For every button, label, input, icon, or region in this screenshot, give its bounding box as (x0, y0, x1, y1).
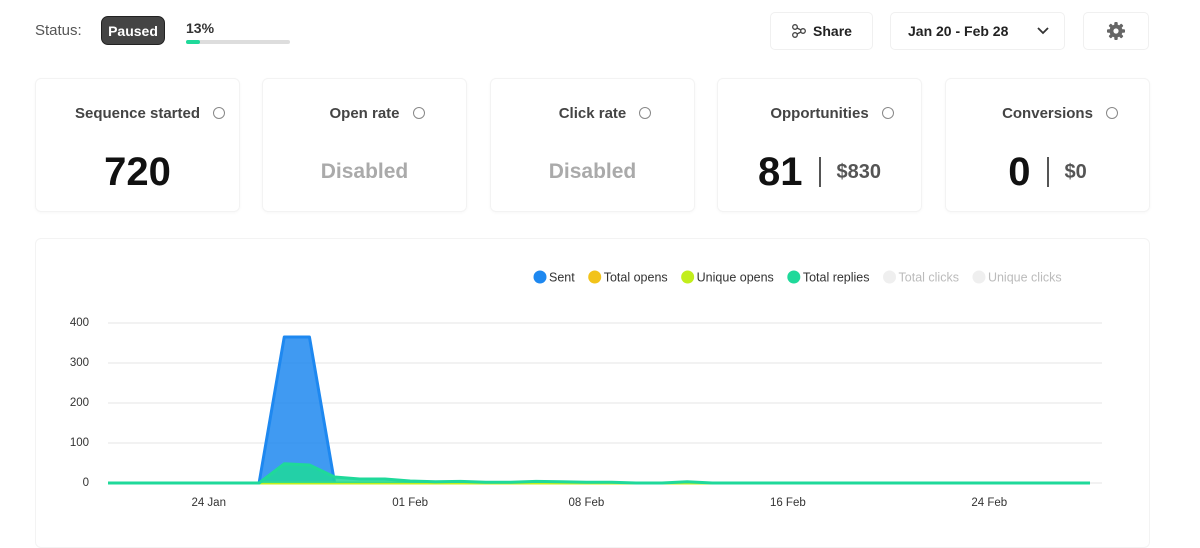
card-title: Conversions (1002, 105, 1093, 122)
separator (818, 157, 821, 187)
card-value: 720 (104, 149, 171, 194)
card-title: Opportunities (770, 105, 869, 122)
date-range-button[interactable]: Jan 20 - Feb 28 (890, 12, 1065, 50)
share-label: Share (813, 23, 852, 39)
x-tick-label: 01 Feb (392, 497, 428, 509)
settings-button[interactable] (1083, 12, 1149, 50)
card-values: 720 (36, 149, 239, 195)
legend-label: Unique clicks (988, 270, 1062, 284)
status-label: Status: (35, 22, 82, 39)
x-tick-label: 08 Feb (569, 497, 605, 509)
info-icon (412, 107, 425, 119)
area-line (108, 335, 1090, 485)
card-value: Disabled (320, 160, 409, 183)
legend-label: Unique opens (697, 270, 774, 284)
stat-card: Open rate Disabled (262, 78, 467, 212)
y-tick-label: 0 (83, 477, 89, 489)
legend-label: Sent (549, 270, 575, 284)
stat-card: Sequence started 720 (35, 78, 240, 212)
card-value: Disabled (548, 160, 637, 183)
progress-fill (186, 40, 200, 44)
legend-swatch (588, 270, 602, 284)
card-title: Open rate (329, 105, 400, 122)
x-tick-label: 24 Feb (971, 497, 1007, 509)
y-tick-label: 400 (70, 317, 89, 329)
gear-icon (1107, 22, 1125, 40)
card-title: Click rate (558, 105, 627, 122)
date-range-label: Jan 20 - Feb 28 (908, 23, 1009, 39)
progress-label: 13% (186, 20, 215, 36)
separator (1046, 157, 1049, 187)
share-icon (792, 24, 806, 38)
share-button[interactable]: Share (770, 12, 873, 50)
legend-swatch (972, 270, 986, 284)
card-value: 81 (758, 149, 803, 194)
info-icon (639, 107, 652, 119)
progress-track (186, 40, 290, 44)
legend-swatch (883, 270, 897, 284)
legend-swatch (787, 270, 801, 284)
y-tick-label: 100 (70, 437, 89, 449)
stat-card: Conversions 0 $0 (945, 78, 1150, 212)
x-tick-label: 24 Jan (191, 497, 226, 509)
chevron (1037, 27, 1049, 35)
card-values: Disabled (263, 149, 466, 195)
chart: 0 100 200 300 400 24 Jan 01 Feb 08 Feb 16 Feb 24 … (70, 270, 1102, 509)
card-values: Disabled (491, 149, 694, 195)
card-value: $830 (836, 160, 882, 183)
card-values: 0 $0 (946, 149, 1149, 195)
info-icon (881, 107, 894, 119)
info-icon (213, 107, 226, 119)
legend-swatch (533, 270, 547, 284)
legend-label: Total opens (604, 270, 668, 284)
card-values: 81 $830 (718, 149, 921, 195)
area-line (108, 462, 1090, 485)
card-title: Sequence started (74, 105, 201, 122)
status-badge[interactable]: Paused (101, 16, 165, 45)
area-fill (108, 337, 1090, 483)
y-tick-label: 200 (70, 397, 89, 409)
legend-label: Total clicks (899, 270, 959, 284)
area-fill (108, 463, 1090, 483)
legend-swatch (681, 270, 695, 284)
page: Status: Paused 13% Share Jan 20 - Feb 28… (35, 12, 1150, 548)
info-icon (1105, 107, 1118, 119)
card-value: 0 (1008, 149, 1031, 194)
card-value: $0 (1064, 160, 1087, 183)
stat-card: Opportunities 81 $830 (717, 78, 922, 212)
legend-label: Total replies (803, 270, 870, 284)
x-tick-label: 16 Feb (770, 497, 806, 509)
stat-card: Click rate Disabled (490, 78, 695, 212)
y-tick-label: 300 (70, 357, 89, 369)
